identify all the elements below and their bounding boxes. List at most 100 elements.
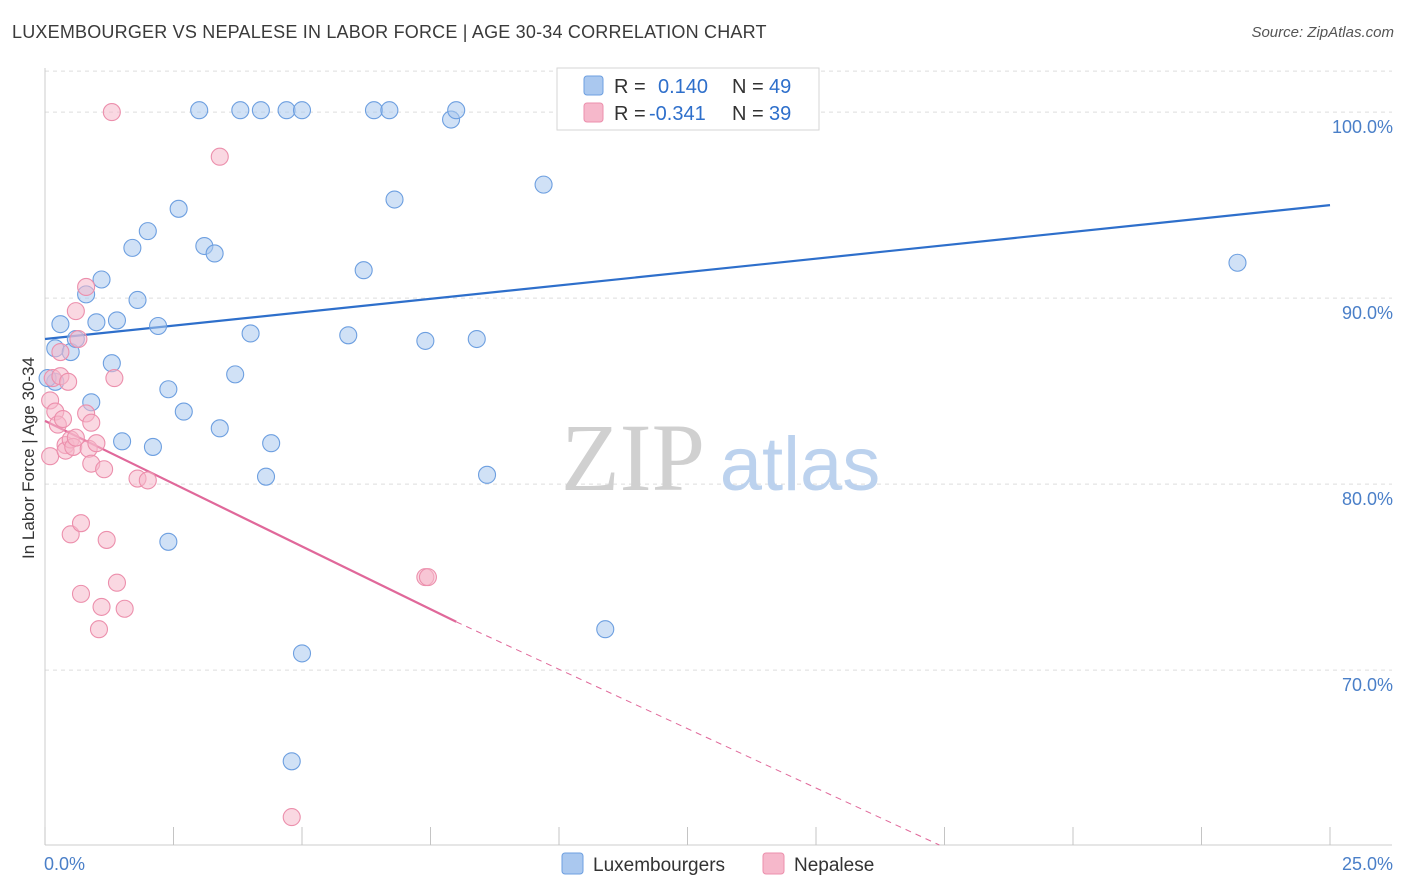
data-point-luxembourgers: [534, 175, 553, 194]
y-tick-label: 80.0%: [1342, 489, 1393, 509]
data-point-nepalese: [66, 302, 85, 321]
chart-title: LUXEMBOURGER VS NEPALESE IN LABOR FORCE …: [12, 22, 767, 42]
watermark-atlas: atlas: [720, 422, 881, 507]
legend-n-value-2: 39: [769, 103, 791, 125]
data-point-luxembourgers: [123, 238, 142, 257]
data-point-luxembourgers: [292, 644, 312, 663]
data-point-nepalese: [89, 620, 109, 639]
legend-r-label-1: R =: [614, 76, 646, 98]
source-label: Source: ZipAtlas.com: [1251, 24, 1394, 41]
legend-swatch-nepalese: [583, 102, 604, 123]
legend-r-value-2: -0.341: [649, 103, 706, 125]
data-point-nepalese: [418, 568, 437, 587]
data-point-luxembourgers: [169, 199, 188, 218]
legend-n-label-1: N =: [732, 76, 764, 98]
x-tick-label-min: 0.0%: [44, 854, 85, 874]
data-point-nepalese: [59, 372, 78, 391]
data-point-nepalese: [105, 369, 124, 388]
data-point-luxembourgers: [190, 101, 209, 120]
legend-r-label-2: R =: [614, 103, 646, 125]
data-point-luxembourgers: [159, 380, 178, 399]
watermark-zip: ZIP: [561, 404, 705, 511]
data-point-luxembourgers: [159, 532, 178, 551]
x-tick-label-max: 25.0%: [1342, 854, 1393, 874]
data-point-nepalese: [138, 471, 157, 490]
data-point-nepalese: [41, 447, 60, 466]
data-point-nepalese: [115, 599, 134, 618]
data-point-nepalese: [102, 103, 121, 122]
data-point-luxembourgers: [143, 437, 162, 456]
trend-lines: [44, 204, 1331, 846]
bottom-legend-swatch-nepalese: [762, 852, 785, 875]
data-point-nepalese: [92, 597, 111, 616]
y-tick-label: 90.0%: [1342, 303, 1393, 323]
data-point-nepalese: [66, 428, 85, 447]
data-point-luxembourgers: [113, 432, 132, 451]
data-point-luxembourgers: [231, 101, 250, 120]
data-point-nepalese: [210, 147, 229, 166]
data-point-nepalese: [95, 460, 114, 479]
y-tick-labels: 70.0% 80.0% 90.0% 100.0%: [1332, 117, 1393, 695]
data-point-luxembourgers: [87, 313, 106, 332]
data-point-luxembourgers: [596, 620, 615, 639]
data-point-luxembourgers: [1228, 253, 1247, 272]
data-point-luxembourgers: [262, 434, 281, 453]
data-point-luxembourgers: [339, 326, 358, 345]
data-point-luxembourgers: [138, 222, 157, 241]
legend-n-label-2: N =: [732, 103, 764, 125]
bottom-legend-luxembourgers: Luxembourgers: [593, 855, 725, 876]
y-axis-title: In Labor Force | Age 30-34: [19, 357, 38, 559]
data-point-luxembourgers: [251, 101, 270, 120]
data-point-luxembourgers: [380, 101, 399, 120]
data-point-luxembourgers: [256, 467, 276, 486]
trend-line-0: [44, 204, 1331, 341]
data-point-luxembourgers: [92, 270, 111, 289]
legend-swatch-luxembourgers: [583, 75, 604, 96]
data-point-nepalese: [77, 277, 96, 296]
data-point-nepalese: [82, 413, 101, 432]
legend-n-value-1: 49: [769, 76, 791, 98]
data-point-luxembourgers: [226, 365, 245, 384]
axes: [44, 68, 1392, 846]
data-point-nepalese: [107, 573, 127, 592]
data-point-nepalese: [87, 434, 106, 453]
data-point-luxembourgers: [477, 465, 497, 484]
data-point-luxembourgers: [292, 101, 312, 120]
data-point-luxembourgers: [51, 315, 70, 334]
y-tick-label: 70.0%: [1342, 675, 1393, 695]
data-point-luxembourgers: [241, 324, 260, 343]
trend-line-extension-1: [455, 621, 940, 846]
data-point-nepalese: [97, 530, 116, 549]
legend: R = 0.140 N = 49 R = -0.341 N = 39: [556, 67, 820, 131]
data-points: [38, 101, 1247, 827]
data-point-luxembourgers: [364, 101, 384, 120]
data-point-luxembourgers: [107, 311, 127, 330]
data-point-luxembourgers: [277, 101, 296, 120]
data-point-nepalese: [282, 808, 301, 827]
data-point-luxembourgers: [467, 329, 486, 349]
legend-r-value-1: 0.140: [658, 76, 708, 98]
y-tick-label: 100.0%: [1332, 117, 1393, 137]
data-point-nepalese: [71, 584, 91, 603]
data-point-nepalese: [61, 525, 80, 544]
bottom-legend-nepalese: Nepalese: [794, 855, 874, 876]
bottom-legend: Luxembourgers Nepalese: [561, 852, 874, 876]
x-tick-labels: 0.0% 25.0%: [44, 854, 1393, 874]
data-point-nepalese: [69, 329, 88, 349]
data-point-luxembourgers: [128, 290, 147, 310]
data-point-nepalese: [51, 342, 70, 362]
data-point-luxembourgers: [174, 402, 193, 421]
data-point-luxembourgers: [354, 261, 373, 280]
data-point-luxembourgers: [447, 101, 466, 120]
data-point-luxembourgers: [385, 190, 404, 209]
data-point-luxembourgers: [102, 354, 121, 373]
data-point-nepalese: [71, 514, 91, 533]
data-point-luxembourgers: [416, 331, 435, 350]
gridlines: [45, 70, 1392, 671]
trend-line-1: [44, 419, 457, 623]
data-point-luxembourgers: [210, 419, 229, 438]
data-point-luxembourgers: [282, 752, 301, 771]
data-point-luxembourgers: [205, 244, 224, 263]
watermark: ZIP atlas: [561, 404, 880, 511]
